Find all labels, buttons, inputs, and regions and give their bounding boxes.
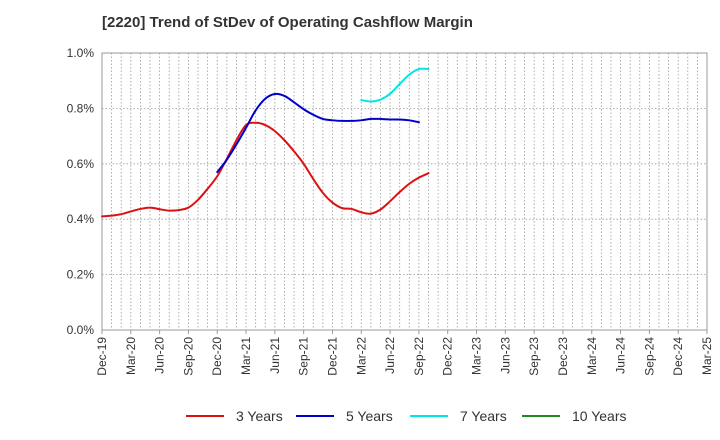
label-layer: 0.0% 0.2% 0.4% 0.6% 0.8% 1.0% Dec-19 Mar-20 Jun-… (67, 46, 714, 376)
x-tick-label: Jun-20 (153, 337, 167, 374)
series-layer (101, 67, 430, 218)
x-tick-label: Sep-23 (527, 337, 541, 376)
chart-title: [2220] Trend of StDev of Operating Cashf… (102, 14, 473, 31)
legend-swatch-10-years (522, 415, 560, 417)
x-tick-label: Dec-22 (441, 337, 455, 376)
x-tick-label: Jun-23 (498, 337, 512, 374)
x-tick-label: Mar-25 (700, 337, 714, 375)
series-line-3-years (101, 121, 430, 218)
plot-frame (101, 52, 708, 331)
x-tick-label: Mar-22 (354, 337, 368, 375)
x-tick-label: Dec-21 (325, 337, 339, 376)
legend-swatch-3-years (186, 415, 224, 417)
x-tick-label: Dec-19 (95, 337, 109, 376)
x-tick-label: Jun-22 (383, 337, 397, 374)
series-line-7-years (360, 67, 430, 103)
x-tick-label: Jun-24 (614, 337, 628, 374)
y-tick-label: 0.2% (67, 268, 95, 282)
legend-swatch-5-years (296, 415, 334, 417)
x-tick-label: Dec-24 (671, 337, 685, 376)
y-tick-label: 0.6% (67, 157, 95, 171)
x-tick-label: Dec-20 (210, 337, 224, 376)
y-tick-label: 1.0% (67, 46, 95, 60)
y-tick-label: 0.8% (67, 101, 95, 115)
y-tick-label: 0.0% (67, 323, 95, 337)
grid-layer (101, 52, 708, 331)
legend-label-10-years: 10 Years (572, 408, 627, 424)
x-tick-label: Sep-21 (297, 337, 311, 376)
x-tick-label: Sep-20 (181, 337, 195, 376)
legend: 3 Years 5 Years 7 Years 10 Years (0, 406, 720, 426)
x-tick-label: Mar-21 (239, 337, 253, 375)
x-tick-label: Dec-23 (556, 337, 570, 376)
y-tick-label: 0.4% (67, 212, 95, 226)
legend-label-3-years: 3 Years (236, 408, 283, 424)
x-tick-label: Mar-20 (124, 337, 138, 375)
legend-label-7-years: 7 Years (460, 408, 507, 424)
series-line-5-years (216, 92, 420, 174)
x-tick-label: Jun-21 (268, 337, 282, 374)
axis-layer (101, 330, 708, 334)
x-tick-label: Sep-24 (642, 337, 656, 376)
legend-item-10-years: 10 Years (522, 406, 627, 426)
legend-label-5-years: 5 Years (346, 408, 393, 424)
legend-item-3-years: 3 Years (186, 406, 283, 426)
x-tick-label: Mar-23 (470, 337, 484, 375)
x-tick-label: Mar-24 (585, 337, 599, 375)
legend-item-5-years: 5 Years (296, 406, 393, 426)
legend-swatch-7-years (410, 415, 448, 417)
x-tick-label: Sep-22 (412, 337, 426, 376)
legend-item-7-years: 7 Years (410, 406, 507, 426)
